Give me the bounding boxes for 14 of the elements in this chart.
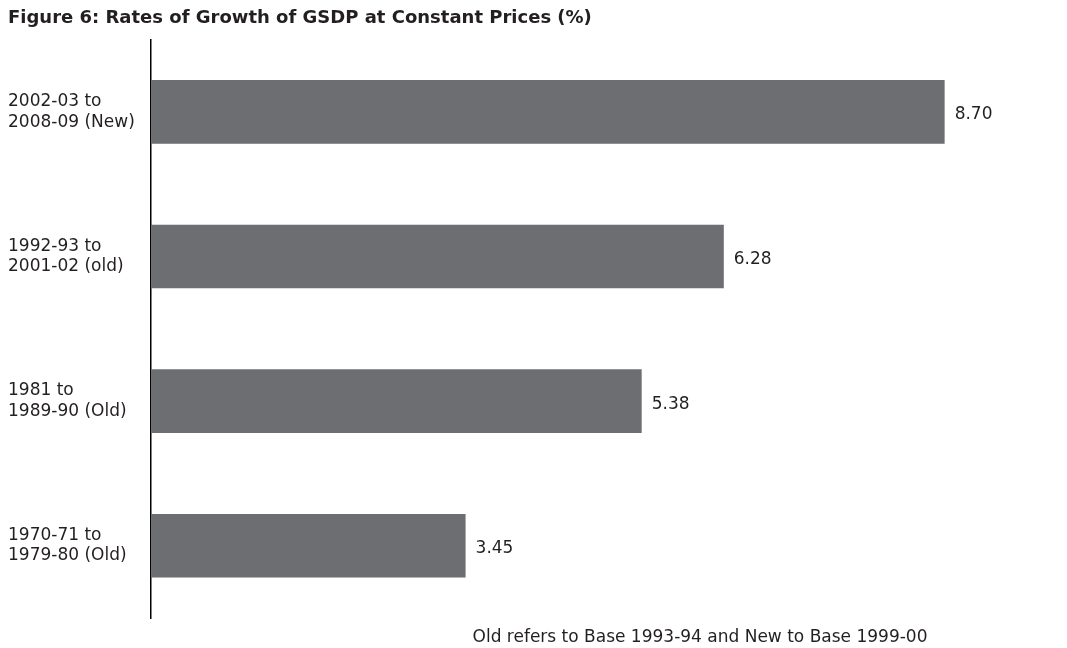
bar: [150, 224, 724, 289]
y-tick-label: 1981 to 1989-90 (Old): [8, 379, 127, 420]
data-label: 6.28: [733, 247, 772, 268]
chart-title: Figure 6: Rates of Growth of GSDP at Constant Prices (%): [8, 6, 592, 28]
bar: [150, 80, 945, 144]
data-label: 3.45: [475, 537, 514, 558]
y-tick-label: 1970-71 to 1979-80 (Old): [8, 523, 127, 565]
y-tick-label: 1992-93 to 2001-02 (old): [8, 234, 124, 276]
data-label: 5.38: [651, 392, 690, 413]
data-label: 8.70: [954, 103, 993, 124]
bar: [150, 369, 642, 433]
text: Old refers to Base 1993-94 and New to Base 1999-00: [472, 625, 928, 646]
bar: [150, 513, 466, 578]
y-tick-label: 2002-03 to 2008-09 (New): [8, 90, 135, 131]
